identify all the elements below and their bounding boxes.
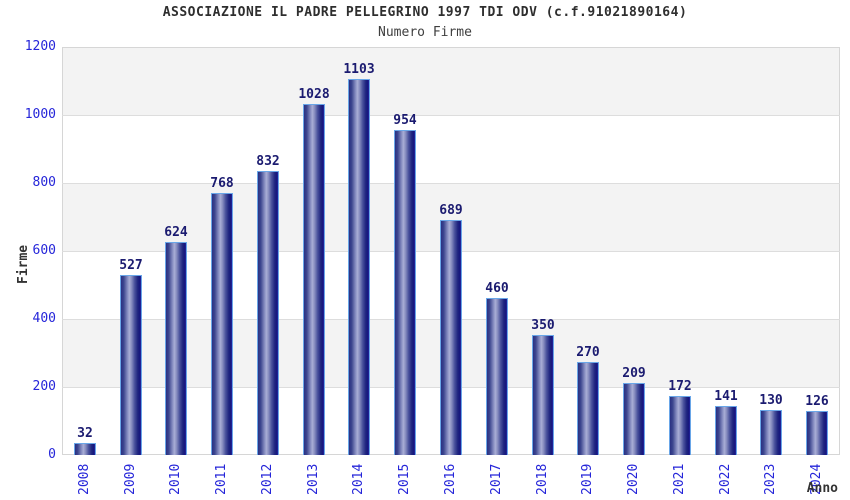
bar-2013 <box>303 104 325 455</box>
bar-2014 <box>348 79 370 455</box>
x-tick-label: 2023 <box>763 463 778 495</box>
x-tick-label: 2018 <box>535 463 550 495</box>
y-tick-label: 0 <box>48 447 56 462</box>
y-tick-label: 600 <box>32 243 56 258</box>
bar-2021 <box>669 396 691 455</box>
bar-2008 <box>74 443 96 455</box>
bar-value-label: 172 <box>668 379 692 394</box>
bar-value-label: 32 <box>77 426 93 441</box>
bar-value-label: 527 <box>119 258 143 273</box>
x-tick-label: 2017 <box>489 463 504 495</box>
bar-2020 <box>623 383 645 455</box>
gridline-800 <box>62 183 840 184</box>
bar-2015 <box>394 130 416 455</box>
x-tick-label: 2019 <box>580 463 595 495</box>
bar-2019 <box>577 362 599 455</box>
bar-value-label: 954 <box>393 113 417 128</box>
bar-value-label: 624 <box>164 225 188 240</box>
bar-2022 <box>715 406 737 455</box>
y-axis-title: Firme <box>16 244 31 284</box>
x-tick-label: 2010 <box>168 463 183 495</box>
bar-2024 <box>806 411 828 455</box>
bar-2023 <box>760 410 782 455</box>
bar-2017 <box>486 298 508 455</box>
bar-2016 <box>440 220 462 455</box>
y-tick-label: 1000 <box>24 107 56 122</box>
bar-value-label: 126 <box>805 394 829 409</box>
x-tick-label: 2011 <box>214 463 229 495</box>
x-tick-label: 2022 <box>718 463 733 495</box>
y-tick-label: 400 <box>32 311 56 326</box>
bar-value-label: 130 <box>759 393 783 408</box>
y-tick-label: 1200 <box>24 39 56 54</box>
x-tick-label: 2015 <box>397 463 412 495</box>
x-tick-label: 2014 <box>351 463 366 495</box>
bar-value-label: 832 <box>256 154 280 169</box>
bar-value-label: 460 <box>485 281 509 296</box>
bar-2012 <box>257 171 279 455</box>
gridline-1000 <box>62 115 840 116</box>
x-tick-label: 2009 <box>123 463 138 495</box>
bar-value-label: 209 <box>622 366 646 381</box>
bar-value-label: 270 <box>576 345 600 360</box>
bar-2018 <box>532 335 554 455</box>
x-tick-label: 2012 <box>260 463 275 495</box>
chart-subtitle: Numero Firme <box>378 25 472 40</box>
bar-value-label: 768 <box>210 176 234 191</box>
bar-value-label: 350 <box>531 318 555 333</box>
bar-2011 <box>211 193 233 455</box>
bar-value-label: 1028 <box>298 87 330 102</box>
chart-title: ASSOCIAZIONE IL PADRE PELLEGRINO 1997 TD… <box>162 5 688 20</box>
bar-2010 <box>165 242 187 455</box>
y-tick-label: 200 <box>32 379 56 394</box>
bar-2009 <box>120 275 142 455</box>
x-tick-label: 2016 <box>443 463 458 495</box>
bar-value-label: 141 <box>714 389 738 404</box>
x-tick-label: 2021 <box>672 463 687 495</box>
bar-value-label: 689 <box>439 203 463 218</box>
x-tick-label: 2020 <box>626 463 641 495</box>
x-tick-label: 2013 <box>306 463 321 495</box>
x-axis-title: Anno <box>806 481 838 496</box>
y-tick-label: 800 <box>32 175 56 190</box>
bar-value-label: 1103 <box>343 62 375 77</box>
x-tick-label: 2008 <box>77 463 92 495</box>
